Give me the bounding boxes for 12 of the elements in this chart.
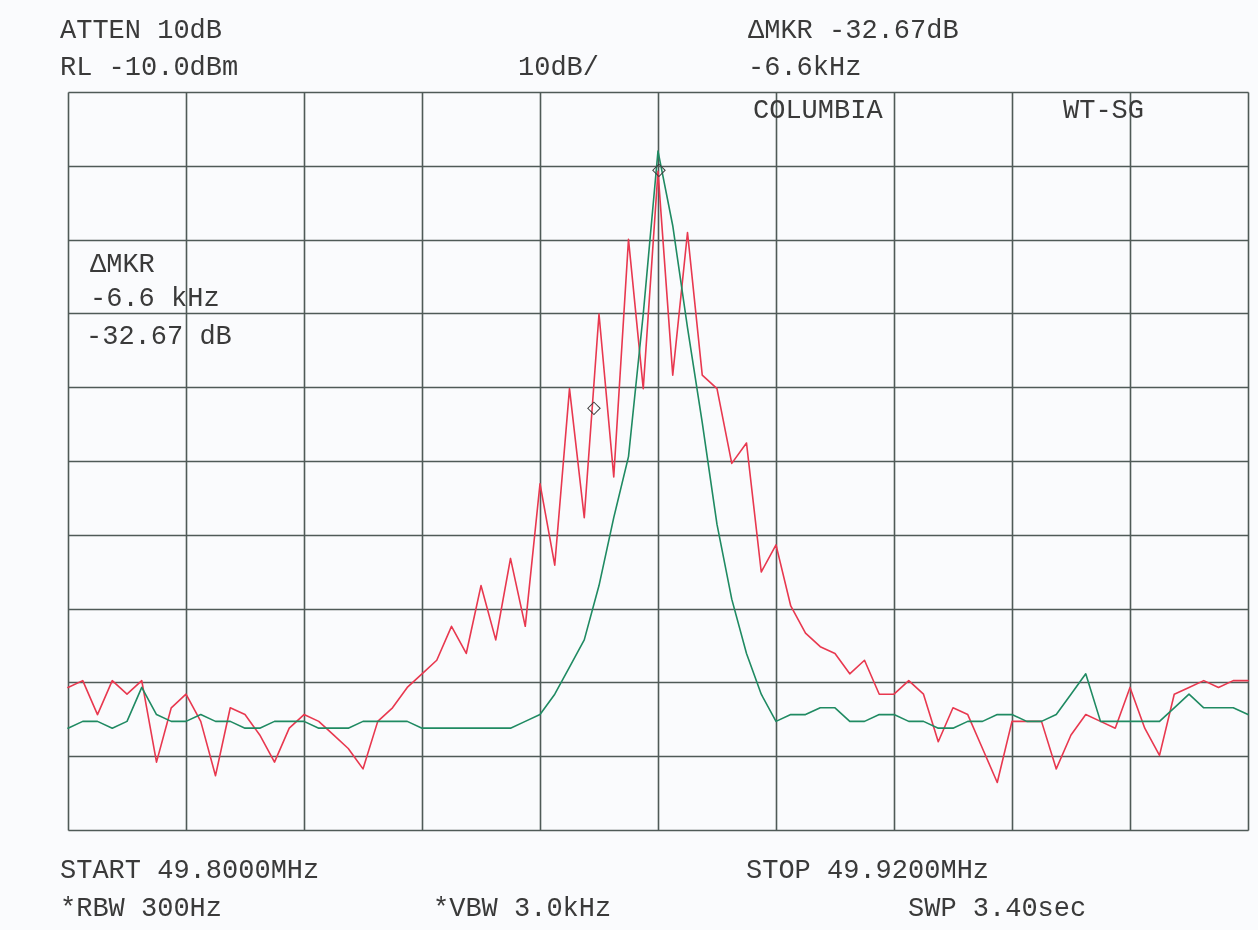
text: STOP 49.9200MHz xyxy=(746,856,990,886)
text: SWP 3.40sec xyxy=(908,894,1087,924)
annotation: -32.67 dB xyxy=(86,322,232,352)
text: 10dB/ xyxy=(518,53,600,83)
text: ΔMKR -32.67dB xyxy=(748,16,959,46)
text: -6.6kHz xyxy=(748,53,862,83)
text: ATTEN 10dB xyxy=(60,16,223,46)
text: RL -10.0dBm xyxy=(60,53,239,83)
text: START 49.8000MHz xyxy=(60,856,320,886)
text: *RBW 300Hz xyxy=(60,894,223,924)
annotation: ΔMKR xyxy=(90,250,155,280)
text: *VBW 3.0kHz xyxy=(433,894,612,924)
